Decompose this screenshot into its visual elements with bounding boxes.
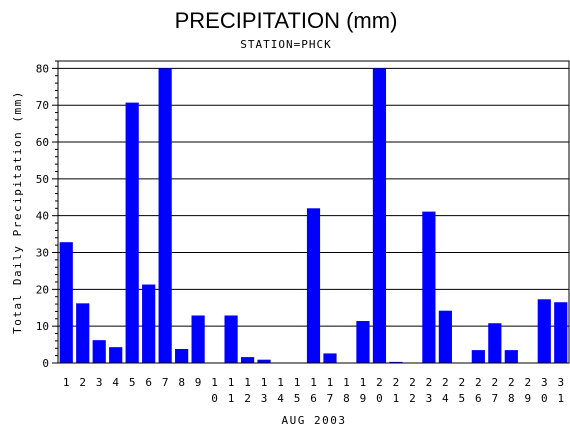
y-tick-label: 70 [36, 99, 49, 112]
bar-day-5 [125, 102, 139, 364]
bar-day-30 [537, 299, 551, 363]
x-tick-label: 5 [129, 376, 136, 389]
bar-day-3 [92, 340, 106, 363]
bars-group [59, 68, 568, 364]
y-tick-label: 0 [42, 357, 49, 370]
y-tick-label: 60 [36, 136, 49, 149]
y-tick-label: 30 [36, 247, 49, 260]
bar-day-20 [372, 68, 387, 364]
y-axis: 0 10 20 30 40 50 60 70 80 [36, 60, 58, 370]
x-tick-label: 2 [79, 376, 86, 389]
chart-title: PRECIPITATION (mm) [175, 8, 398, 33]
x-tick-label: 6 [145, 376, 152, 389]
bar-day-23 [422, 211, 436, 363]
y-tick-label: 40 [36, 210, 49, 223]
x-tick-label: 1 [63, 376, 70, 389]
y-tick-label: 50 [36, 173, 49, 186]
bar-day-8 [175, 349, 189, 363]
bar-day-6 [142, 284, 156, 363]
bar-day-7 [158, 68, 172, 364]
y-tick-label: 20 [36, 283, 49, 296]
x-tick-label: 4 [112, 376, 119, 389]
x-tick-label: 8 [178, 376, 185, 389]
x-axis-label: AUG 2003 [282, 414, 347, 427]
bar-day-19 [356, 321, 370, 363]
bar-day-17 [323, 353, 337, 363]
bar-day-21 [389, 361, 403, 363]
bar-day-9 [191, 315, 205, 363]
x-axis: 1 2 3 4 5 6 7 8 9 1 01 11 21 31 41 51 61 71 81 92 02 12 22 32 42… [63, 376, 564, 405]
plot-frame [57, 60, 570, 364]
bar-day-1 [59, 242, 73, 363]
bar-day-26 [471, 350, 485, 363]
y-tick-label: 10 [36, 320, 49, 333]
bar-day-11 [224, 315, 238, 363]
bar-day-28 [504, 350, 518, 363]
bar-day-4 [109, 347, 123, 363]
bar-day-12 [240, 357, 255, 363]
bar-day-16 [306, 208, 321, 363]
y-tick-label: 80 [36, 62, 49, 75]
bar-day-13 [257, 359, 271, 363]
x-tick-label: 9 [195, 376, 202, 389]
y-axis-label: Total Daily Precipitation (mm) [11, 90, 24, 334]
x-tick-label: 7 [162, 376, 169, 389]
bar-day-31 [554, 302, 568, 363]
chart-subtitle: STATION=PHCK [240, 38, 331, 51]
bar-day-2 [76, 303, 90, 363]
x-tick-label: 3 [96, 376, 103, 389]
bar-day-27 [488, 323, 502, 363]
bar-day-24 [438, 310, 452, 363]
